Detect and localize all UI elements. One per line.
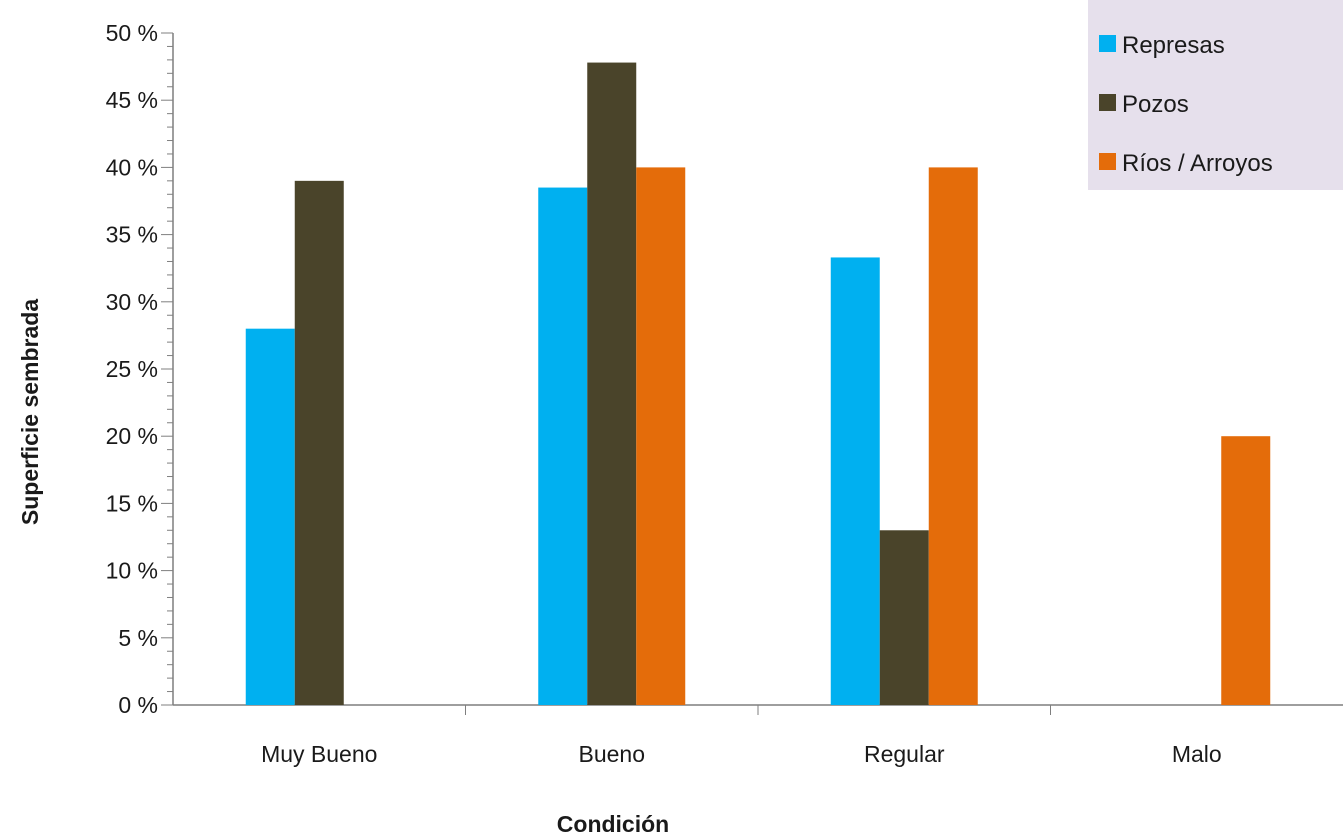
bar: [587, 62, 637, 706]
y-tick-label: 15 %: [106, 490, 158, 516]
bar: [928, 167, 978, 705]
legend-label: Pozos: [1122, 91, 1189, 118]
bar: [1221, 436, 1271, 705]
y-tick-label: 35 %: [106, 222, 158, 248]
bar: [538, 187, 588, 705]
bars: [245, 62, 1271, 706]
legend-swatch: [1099, 153, 1116, 170]
legend-label: Ríos / Arroyos: [1122, 150, 1273, 177]
x-tick-label: Muy Bueno: [261, 741, 377, 767]
y-tick-label: 45 %: [106, 87, 158, 113]
x-tick-label: Malo: [1172, 741, 1222, 767]
y-tick-label: 5 %: [118, 625, 158, 651]
x-tick-label: Bueno: [578, 741, 645, 767]
x-axis-title: Condición: [557, 811, 669, 837]
y-tick-label: 10 %: [106, 558, 158, 584]
y-tick-label: 20 %: [106, 423, 158, 449]
bar: [879, 530, 929, 705]
bar: [636, 167, 686, 705]
bar: [245, 328, 295, 705]
bar: [830, 257, 880, 705]
x-tick-label: Regular: [864, 741, 945, 767]
legend: Represas Pozos Ríos / Arroyos: [1088, 0, 1343, 190]
legend-swatch: [1099, 35, 1116, 52]
y-tick-label: 30 %: [106, 289, 158, 315]
y-axis: 0 % 5 % 10 % 15 % 20 % 25 % 30 % 35 % 40 % 45 % 50…: [106, 20, 174, 718]
legend-swatch: [1099, 94, 1116, 111]
y-tick-label: 0 %: [118, 692, 158, 718]
x-axis: Muy Bueno Bueno Regular Malo: [173, 704, 1343, 767]
legend-label: Represas: [1122, 32, 1225, 59]
y-tick-label: 50 %: [106, 20, 158, 46]
y-tick-label: 25 %: [106, 356, 158, 382]
y-axis-title: Superficie sembrada: [17, 299, 43, 525]
bar: [294, 180, 344, 706]
legend-box: [1088, 0, 1343, 190]
y-tick-label: 40 %: [106, 154, 158, 180]
